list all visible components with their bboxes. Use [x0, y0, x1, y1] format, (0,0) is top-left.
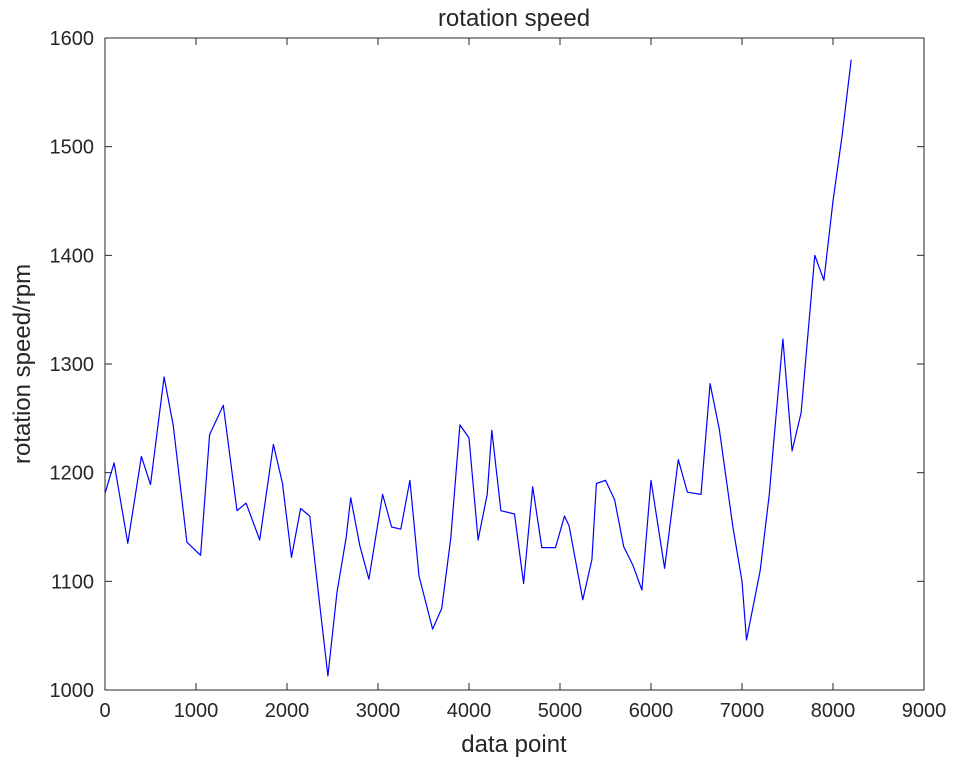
x-tick-label: 7000 [720, 700, 765, 722]
y-tick-label: 1600 [50, 28, 95, 50]
y-axis-label: rotation speed/rpm [9, 264, 36, 464]
x-tick-label: 8000 [811, 700, 856, 722]
y-tick-label: 1100 [51, 571, 94, 593]
data-line [104, 59, 852, 677]
y-tick-label: 1500 [50, 137, 95, 159]
x-tick-label: 5000 [538, 700, 583, 722]
x-tick-label: 6000 [629, 700, 674, 722]
x-tick-label: 2000 [265, 700, 310, 722]
x-tick-label: 0 [99, 700, 110, 722]
plot-area-border [104, 37, 925, 691]
x-tick-label: 9000 [902, 700, 947, 722]
data-series [104, 59, 852, 677]
axis-ticks: 0 1000 2000 3000 4000 5000 6000 7000 8000 9000100… [50, 28, 947, 722]
x-axis-label: data point [461, 731, 567, 758]
chart-title: rotation speed [438, 5, 590, 32]
x-tick-label: 1000 [174, 700, 219, 722]
y-tick-label: 1000 [50, 680, 95, 702]
x-tick-label: 3000 [356, 700, 401, 722]
y-tick-label: 1200 [50, 463, 95, 485]
y-tick-label: 1400 [50, 245, 95, 267]
x-tick-label: 4000 [447, 700, 492, 722]
y-tick-label: 1300 [50, 354, 95, 376]
